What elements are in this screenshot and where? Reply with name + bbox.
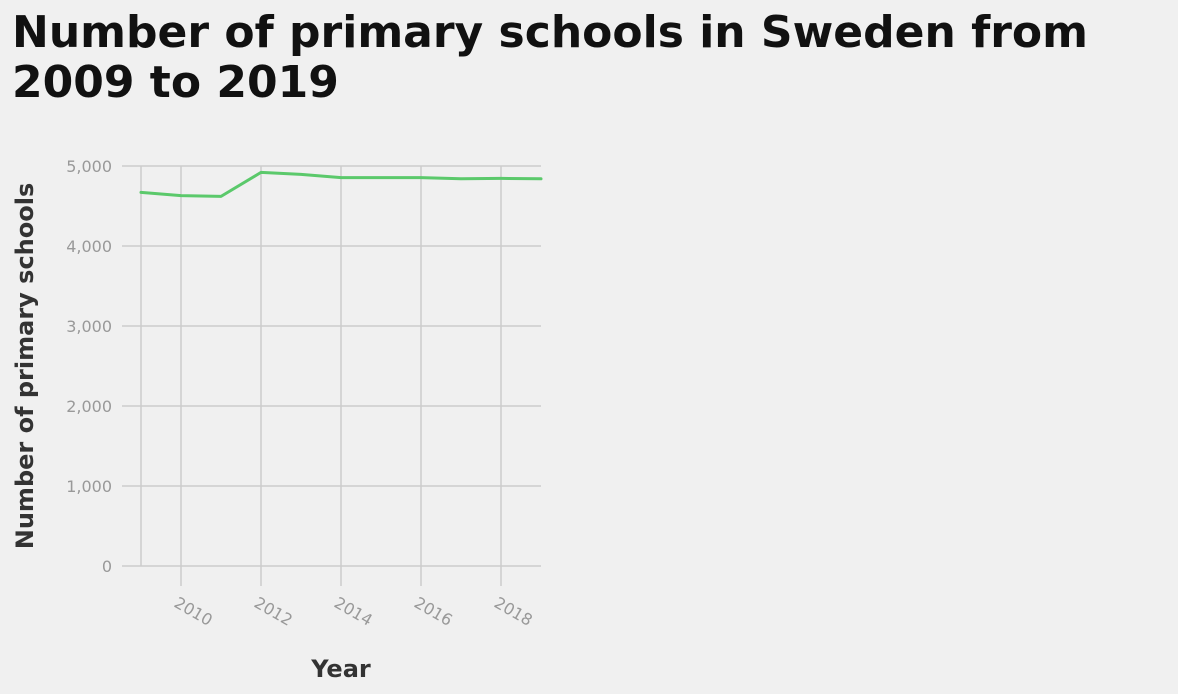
- x-axis-title: Year: [310, 655, 371, 683]
- x-tick-label: 2012: [251, 593, 296, 630]
- x-tick-label: 2010: [171, 593, 216, 630]
- series-lines: [139, 170, 543, 198]
- y-tick-label: 0: [102, 557, 112, 576]
- y-axis-title: Number of primary schools: [11, 183, 39, 549]
- chart-title: Number of primary schools in Sweden from…: [12, 7, 1089, 108]
- x-tick-label: 2016: [411, 593, 456, 630]
- y-tick-label: 3,000: [66, 317, 112, 336]
- y-tick-label: 1,000: [66, 477, 112, 496]
- x-axis-tick-labels: 2010 2012 2014 2016 2018: [171, 593, 536, 630]
- series-line: [139, 170, 543, 198]
- y-tick-label: 5,000: [66, 157, 112, 176]
- y-tick-label: 4,000: [66, 237, 112, 256]
- y-axis-tick-labels: 0 1,000 2,000 3,000 4,000 5,000: [66, 157, 112, 576]
- x-tick-label: 2014: [331, 593, 376, 630]
- x-tick-label: 2018: [491, 593, 536, 630]
- y-tick-label: 2,000: [66, 397, 112, 416]
- grid-lines: [122, 165, 541, 586]
